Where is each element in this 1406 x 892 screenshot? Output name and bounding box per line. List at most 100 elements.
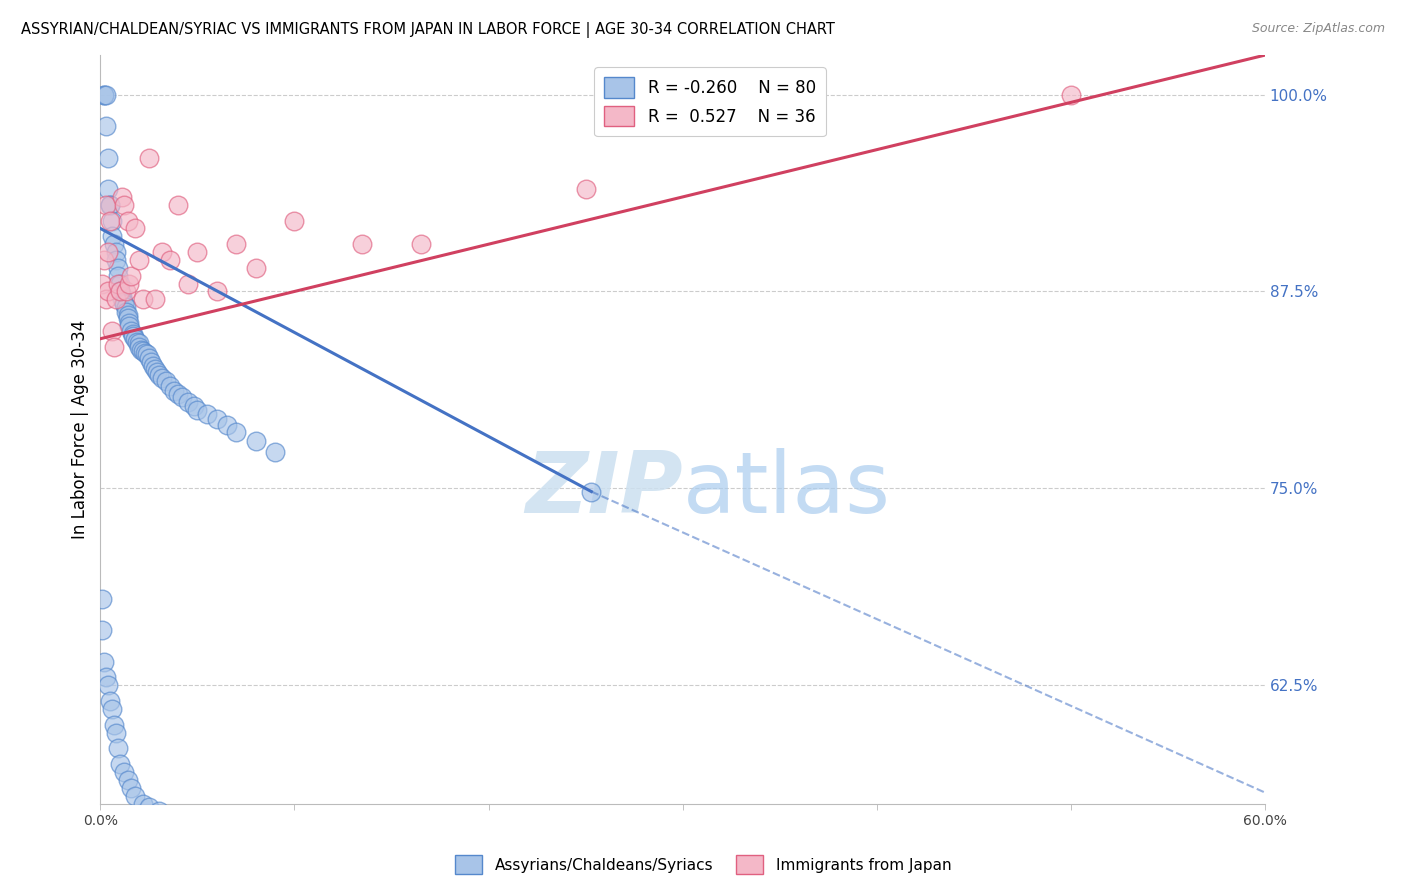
Point [111, 293, 134, 307]
Point [101, 702, 124, 716]
Point [183, 400, 205, 414]
Point [186, 402, 208, 417]
Point [101, 213, 124, 227]
Point [96, 119, 118, 133]
Point [112, 764, 135, 779]
Point [117, 213, 139, 227]
Point [155, 374, 177, 388]
Point [112, 295, 135, 310]
Point [225, 425, 247, 439]
Point [138, 799, 160, 814]
Legend: R = -0.260    N = 80, R =  0.527    N = 36: R = -0.260 N = 80, R = 0.527 N = 36 [595, 67, 825, 136]
Point [120, 780, 142, 795]
Point [114, 300, 136, 314]
Point [132, 344, 155, 359]
Point [97, 182, 120, 196]
Point [352, 237, 374, 252]
Point [120, 324, 142, 338]
Point [98, 198, 121, 212]
Point [107, 277, 129, 291]
Y-axis label: In Labor Force | Age 30-34: In Labor Force | Age 30-34 [72, 319, 89, 539]
Point [112, 198, 135, 212]
Point [124, 789, 146, 803]
Text: atlas: atlas [682, 448, 890, 531]
Point [103, 340, 125, 354]
Point [167, 387, 190, 401]
Point [159, 252, 181, 267]
Point [108, 285, 131, 299]
Point [104, 293, 127, 307]
Point [97, 151, 120, 165]
Point [124, 332, 146, 346]
Point [145, 365, 167, 379]
Text: ZIP: ZIP [524, 448, 682, 531]
Point [581, 484, 603, 499]
Point [93, 87, 115, 102]
Point [97, 285, 120, 299]
Point [283, 213, 305, 227]
Point [134, 346, 156, 360]
Point [96, 293, 118, 307]
Point [104, 245, 127, 260]
Point [176, 277, 198, 291]
Point [143, 293, 166, 307]
Point [142, 359, 165, 373]
Point [122, 326, 145, 341]
Point [1060, 87, 1083, 102]
Point [97, 678, 120, 692]
Point [205, 412, 228, 426]
Point [186, 245, 208, 260]
Point [138, 151, 160, 165]
Point [98, 198, 121, 212]
Point [127, 334, 149, 349]
Point [112, 297, 135, 311]
Point [167, 198, 190, 212]
Point [170, 390, 193, 404]
Point [96, 198, 118, 212]
Point [132, 797, 155, 811]
Point [117, 772, 139, 787]
Point [152, 245, 174, 260]
Point [97, 245, 120, 260]
Point [148, 805, 170, 819]
Point [111, 289, 134, 303]
Point [128, 252, 150, 267]
Point [167, 809, 190, 823]
Point [104, 252, 127, 267]
Point [152, 371, 174, 385]
Point [129, 343, 152, 357]
Point [132, 293, 155, 307]
Point [117, 311, 139, 326]
Point [108, 285, 131, 299]
Point [139, 355, 162, 369]
Point [104, 725, 127, 739]
Point [118, 319, 141, 334]
Point [108, 757, 131, 772]
Point [136, 347, 159, 361]
Point [93, 87, 115, 102]
Point [111, 190, 134, 204]
Point [120, 268, 142, 283]
Point [103, 237, 125, 252]
Point [205, 285, 228, 299]
Point [163, 384, 186, 398]
Point [98, 694, 121, 708]
Point [91, 591, 114, 606]
Point [107, 260, 129, 275]
Point [176, 394, 198, 409]
Point [138, 351, 160, 365]
Point [128, 340, 150, 354]
Point [101, 229, 124, 244]
Point [96, 87, 118, 102]
Point [574, 182, 596, 196]
Point [159, 379, 181, 393]
Point [107, 741, 129, 756]
Point [409, 237, 432, 252]
Point [103, 717, 125, 731]
Point [108, 285, 131, 299]
Point [101, 324, 124, 338]
Point [264, 445, 287, 459]
Text: Source: ZipAtlas.com: Source: ZipAtlas.com [1251, 22, 1385, 36]
Point [114, 285, 136, 299]
Point [93, 252, 115, 267]
